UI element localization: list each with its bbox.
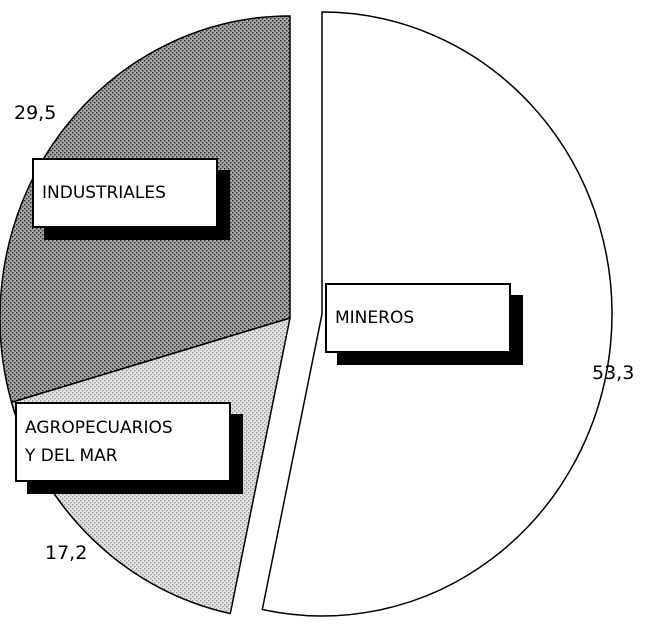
slice-label: INDUSTRIALES (32, 158, 218, 228)
slice-label: AGROPECUARIOS Y DEL MAR (15, 402, 231, 482)
value-label: 17,2 (45, 542, 88, 564)
value-label: 29,5 (14, 102, 57, 124)
slice-label: MINEROS (325, 283, 511, 353)
value-label: 53,3 (592, 362, 635, 384)
